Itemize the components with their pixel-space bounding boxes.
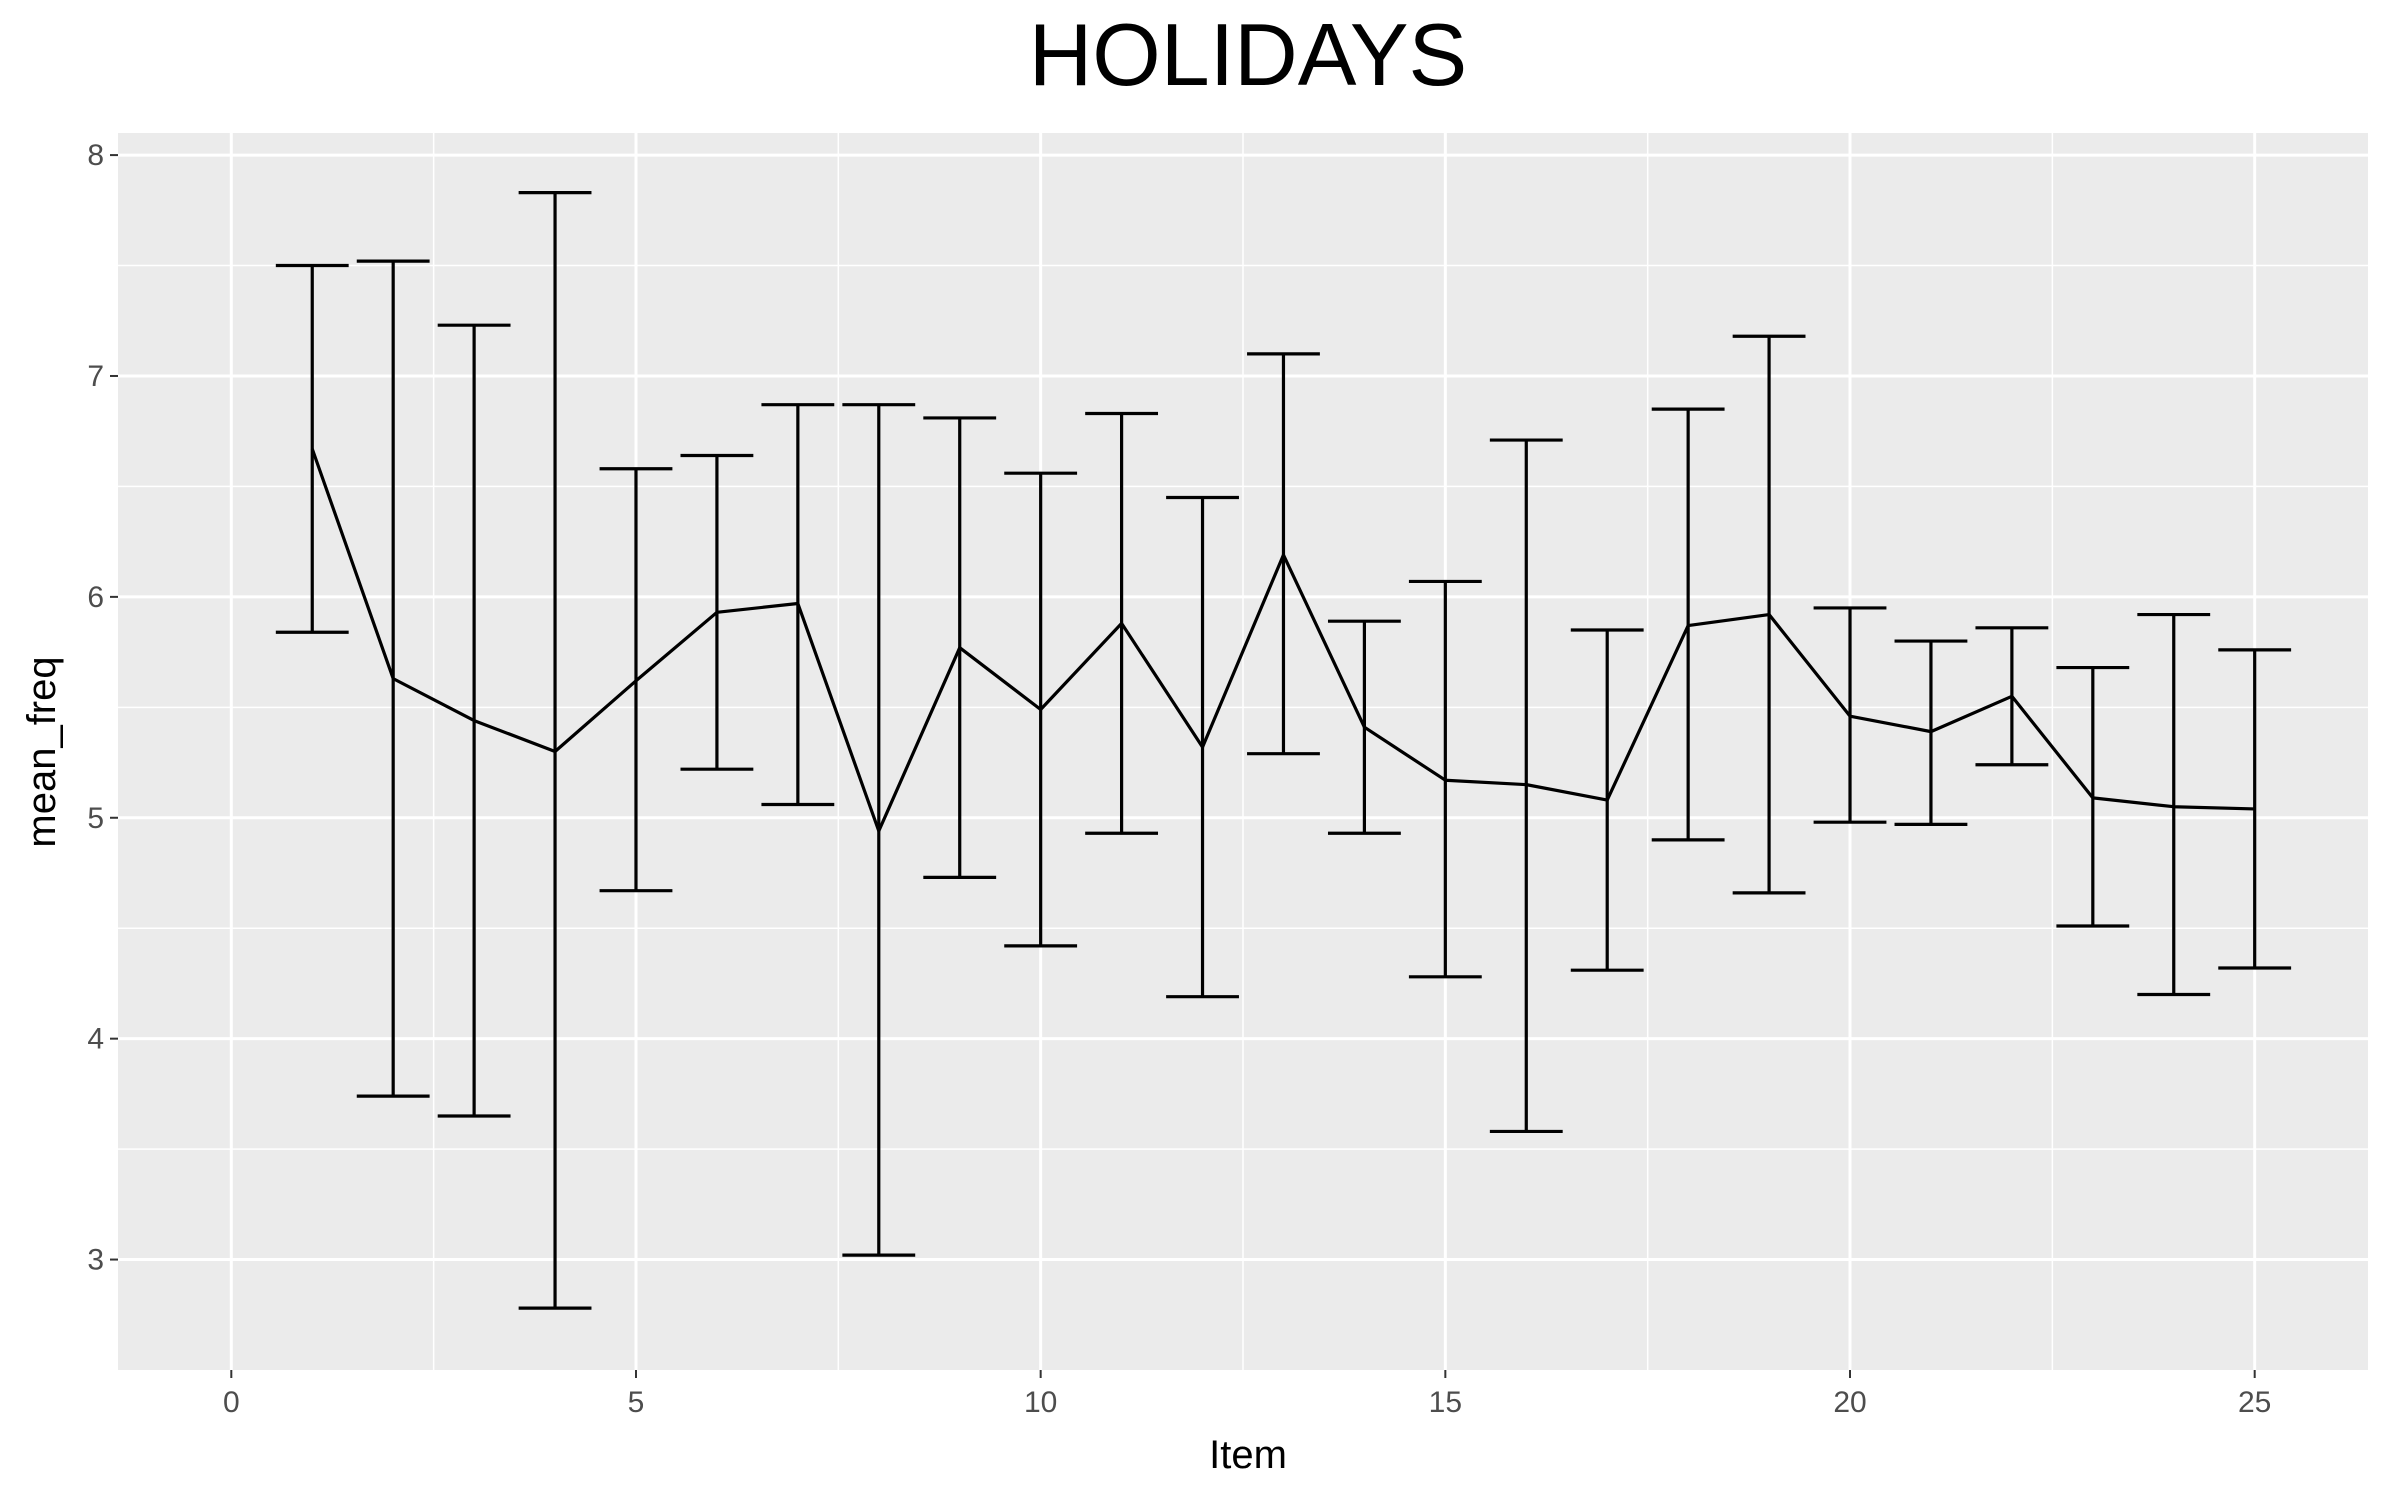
y-axis: 3 4 5 6 7 8 [87,139,118,1277]
error-bars [275,191,2292,1310]
y-axis-label: mean_freq [20,656,64,847]
x-tick-label: 25 [2238,1386,2271,1419]
x-tick-label: 10 [1024,1386,1057,1419]
chart-title: HOLIDAYS [1029,5,1468,104]
x-tick-label: 15 [1429,1386,1462,1419]
x-axis-label: Item [1209,1433,1287,1477]
mean-freq-line [310,448,2255,833]
x-tick-label: 5 [628,1386,645,1419]
y-tick-label: 8 [87,139,104,172]
x-axis: 0 5 10 15 20 25 [223,1370,2271,1419]
x-tick-label: 20 [1833,1386,1866,1419]
y-tick-label: 7 [87,360,104,393]
y-tick-label: 3 [87,1244,104,1277]
y-tick-label: 4 [87,1023,104,1056]
y-tick-label: 5 [87,802,104,835]
grid-minor [118,133,2368,1370]
x-tick-label: 0 [223,1386,240,1419]
y-tick-label: 6 [87,581,104,614]
